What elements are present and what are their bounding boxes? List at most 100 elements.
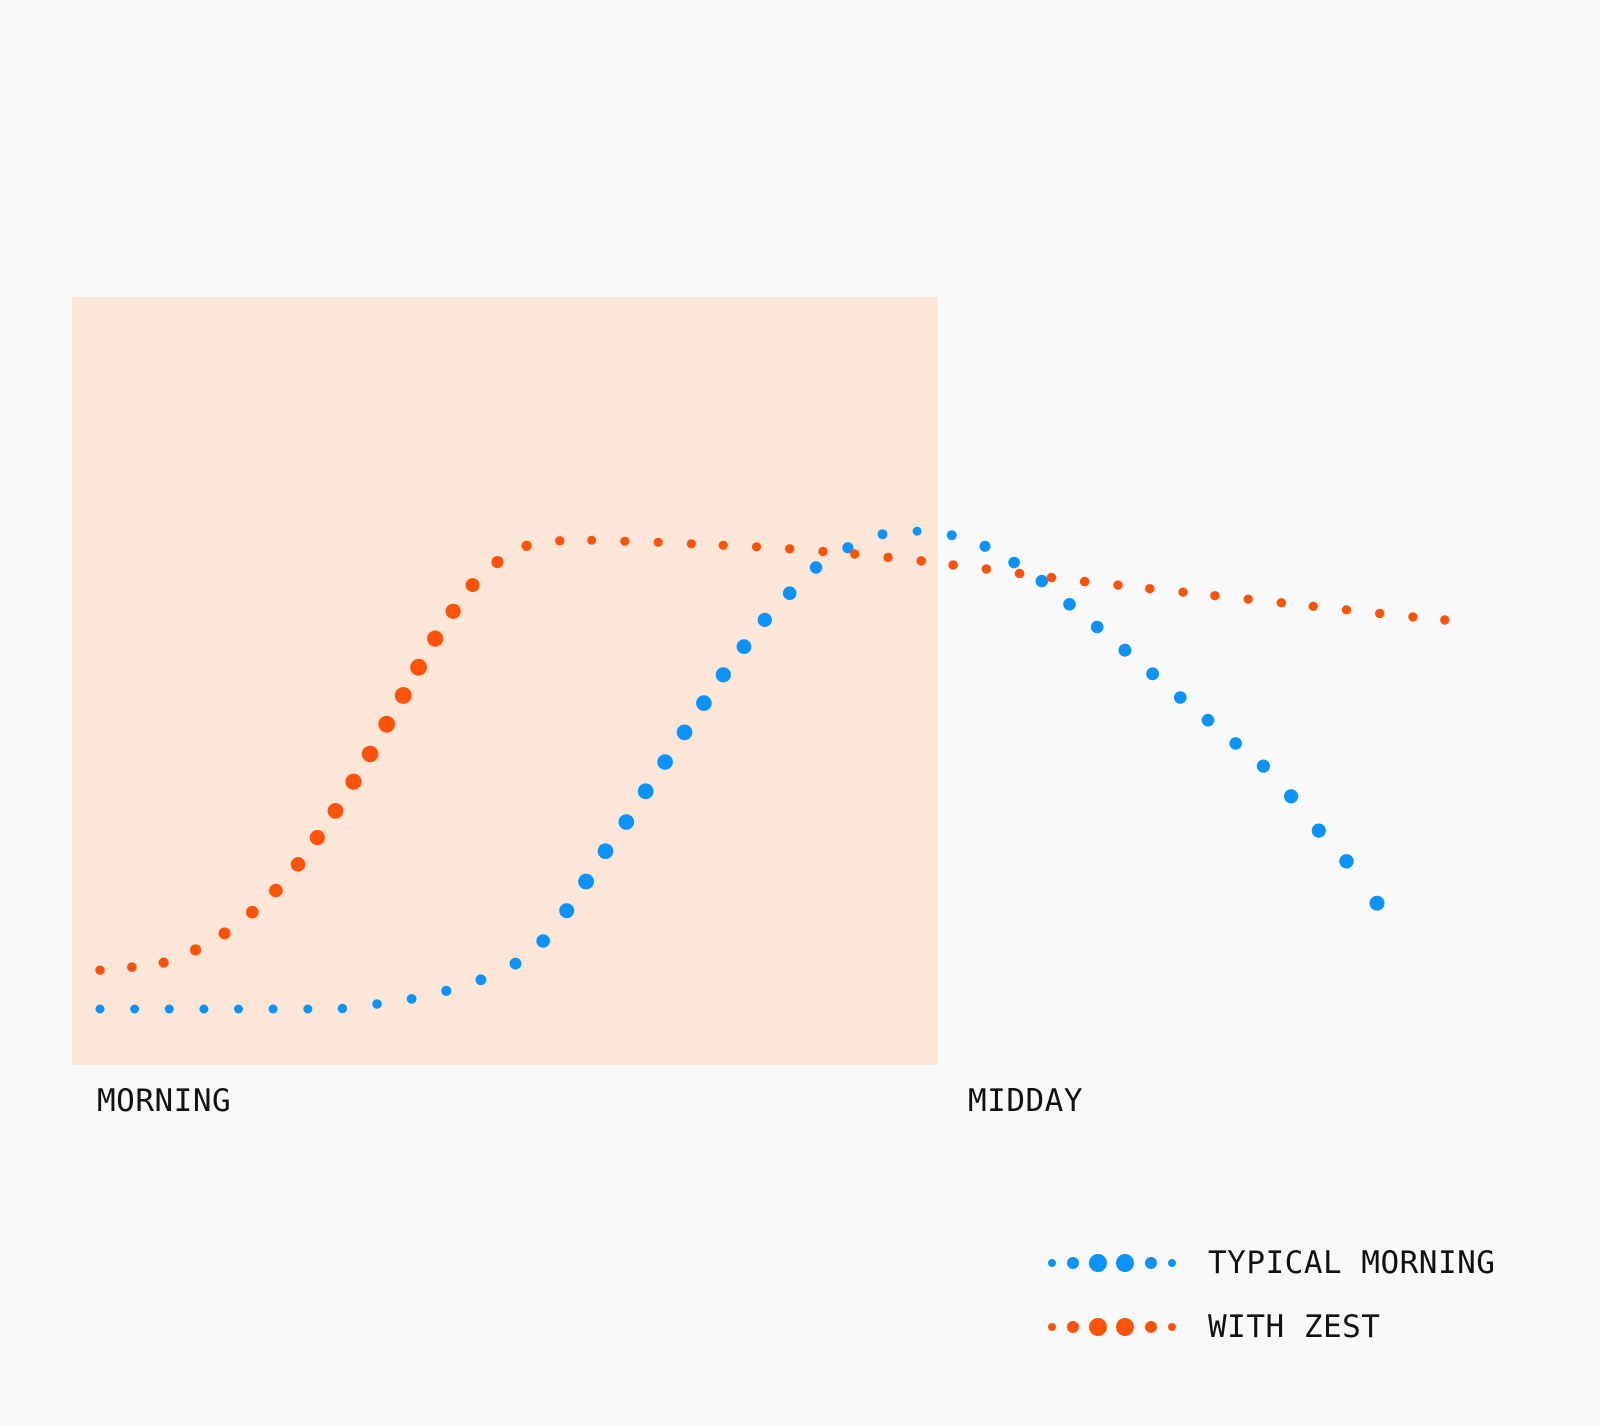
data-point <box>372 999 382 1009</box>
data-point <box>883 552 893 563</box>
legend: TYPICAL MORNING WITH ZEST <box>1046 1248 1526 1376</box>
data-point <box>751 542 762 552</box>
data-point <box>1375 608 1385 619</box>
data-point <box>620 536 630 546</box>
data-point <box>782 586 797 600</box>
data-point <box>578 873 594 890</box>
data-point <box>1118 643 1132 657</box>
data-point <box>597 843 614 859</box>
x-tick-label-morning: MORNING <box>97 1083 232 1119</box>
data-point <box>158 957 169 968</box>
data-point <box>127 962 137 972</box>
x-tick-label-midday: MIDDAY <box>968 1083 1083 1119</box>
data-point <box>509 957 522 970</box>
data-point <box>653 537 663 547</box>
data-point <box>536 934 550 948</box>
data-point <box>1090 620 1104 634</box>
data-point <box>290 857 306 872</box>
data-point <box>912 526 922 536</box>
data-point <box>1408 612 1418 622</box>
data-point <box>1341 605 1352 615</box>
data-point <box>1284 789 1299 804</box>
data-point <box>491 555 504 569</box>
data-point <box>268 1004 278 1014</box>
data-point <box>842 542 854 554</box>
data-point <box>1046 572 1057 583</box>
data-point <box>946 530 957 541</box>
data-point <box>1014 568 1025 579</box>
data-point <box>269 883 283 898</box>
data-point <box>1256 759 1270 773</box>
legend-label-with-zest: WITH ZEST <box>1208 1309 1381 1345</box>
data-point <box>1145 584 1155 594</box>
data-point <box>1276 598 1287 608</box>
data-point <box>309 830 325 846</box>
data-point <box>979 540 991 552</box>
data-point <box>1146 667 1159 681</box>
legend-item-with-zest: WITH ZEST <box>1046 1312 1526 1376</box>
data-point <box>475 974 487 986</box>
legend-item-typical-morning: TYPICAL MORNING <box>1046 1248 1526 1312</box>
legend-swatch-with-zest <box>1048 1318 1176 1336</box>
data-point <box>410 658 427 676</box>
data-point <box>657 754 673 770</box>
series-1 <box>95 526 1385 1014</box>
data-point <box>1243 594 1253 604</box>
data-point <box>676 724 693 741</box>
series-2 <box>95 535 1450 975</box>
data-point <box>406 994 417 1004</box>
data-point <box>1440 615 1450 625</box>
data-point <box>327 803 344 819</box>
legend-dot <box>1067 1257 1079 1269</box>
legend-dot <box>1067 1321 1079 1333</box>
data-point <box>1308 601 1319 611</box>
legend-label-typical-morning: TYPICAL MORNING <box>1208 1245 1496 1281</box>
data-point <box>95 965 105 975</box>
data-point <box>521 540 532 551</box>
data-point <box>427 630 444 647</box>
legend-dot <box>1145 1257 1157 1269</box>
data-point <box>1174 691 1187 704</box>
data-point <box>1079 576 1090 587</box>
data-point <box>1113 580 1123 590</box>
data-point <box>441 985 452 997</box>
data-point <box>718 540 728 550</box>
legend-dot <box>1116 1318 1134 1336</box>
data-point <box>715 667 731 683</box>
data-point <box>190 944 202 956</box>
legend-dot <box>1145 1321 1157 1333</box>
data-point <box>850 549 860 559</box>
data-point <box>877 529 888 540</box>
data-point <box>686 539 697 549</box>
data-point <box>303 1004 313 1014</box>
data-point <box>1369 895 1385 911</box>
data-point <box>1201 713 1215 727</box>
data-point <box>1063 598 1076 611</box>
data-point <box>361 745 379 763</box>
data-point <box>1178 587 1188 597</box>
legend-dot <box>1168 1259 1176 1267</box>
data-point <box>809 561 823 574</box>
data-point <box>378 715 396 733</box>
data-point <box>948 560 958 570</box>
legend-dot <box>1089 1254 1107 1272</box>
data-point <box>818 546 828 557</box>
data-point <box>95 1004 105 1014</box>
data-point <box>246 905 259 919</box>
legend-dot <box>1048 1259 1056 1267</box>
data-point <box>785 544 795 554</box>
series-layer <box>95 526 1450 1014</box>
data-point <box>465 578 480 593</box>
data-point <box>1339 854 1354 869</box>
legend-dot <box>1048 1323 1056 1331</box>
legend-dot <box>1116 1254 1134 1272</box>
data-point <box>559 903 575 919</box>
data-point <box>1210 591 1220 601</box>
data-point <box>1229 737 1242 750</box>
legend-swatch-typical-morning <box>1048 1254 1176 1272</box>
data-point <box>916 556 927 566</box>
data-point <box>164 1004 174 1014</box>
data-point <box>130 1004 140 1014</box>
data-point <box>981 564 992 574</box>
